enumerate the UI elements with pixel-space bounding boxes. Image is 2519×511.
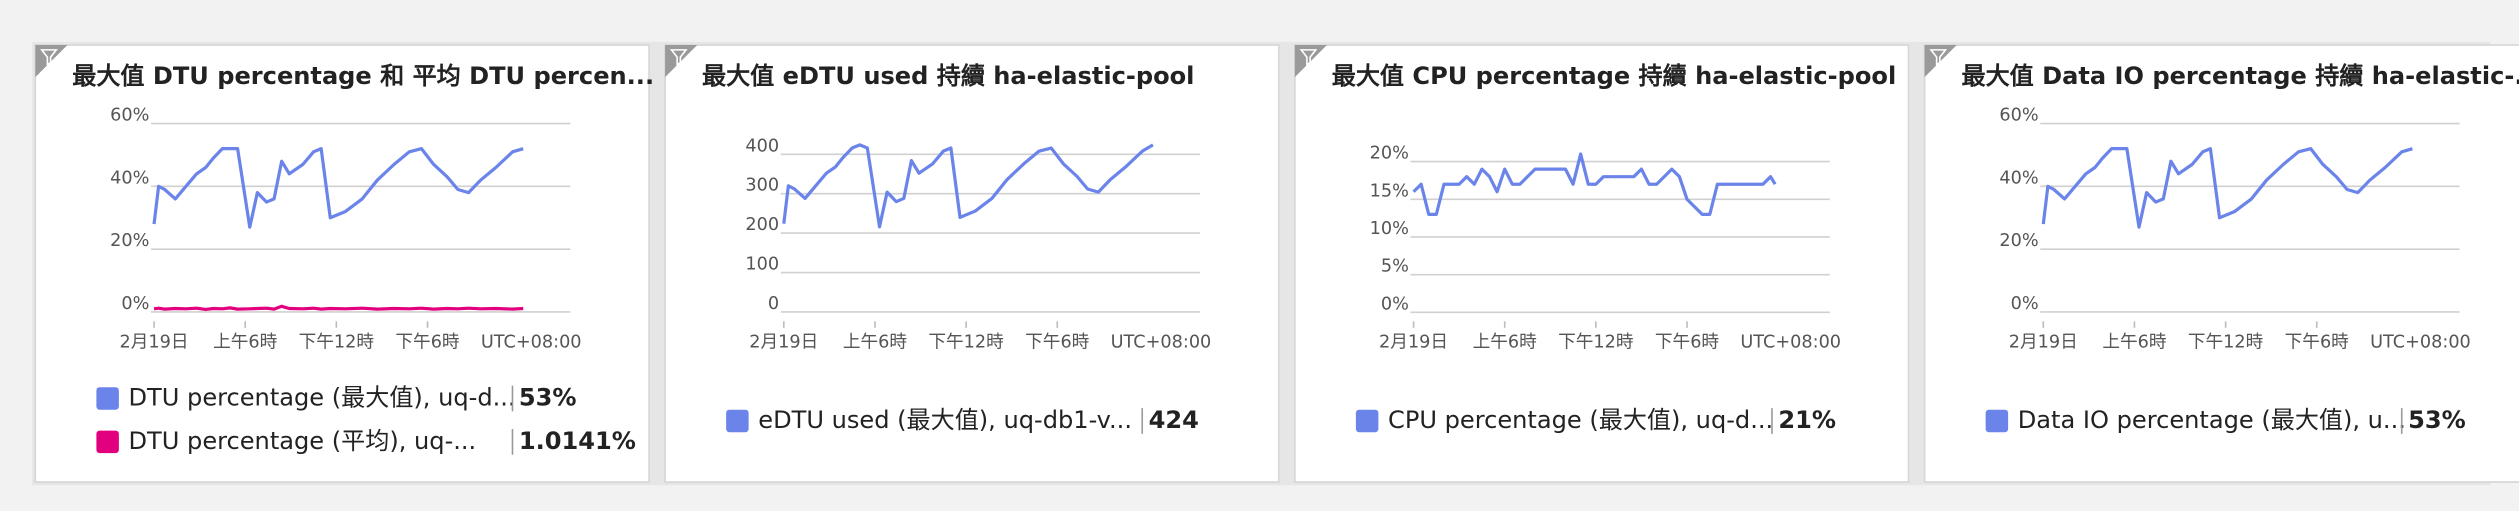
y-tick-label: 0 bbox=[768, 294, 779, 314]
x-tick-label: 2月19日 bbox=[749, 332, 818, 352]
y-tick-label: 300 bbox=[745, 176, 779, 196]
line-series bbox=[152, 147, 524, 229]
x-tick-label: 2月19日 bbox=[120, 332, 189, 352]
chart-panel: 最大值 eDTU used 持續 ha-elastic-pool 0 100 200 3… bbox=[664, 44, 1280, 483]
legend-swatch bbox=[1985, 409, 2009, 433]
x-tick-label: 上午6時 bbox=[1473, 331, 1538, 352]
x-tick-label: 下午6時 bbox=[1655, 331, 1720, 352]
legend-label: DTU percentage (最大值), uq-d... bbox=[129, 383, 516, 411]
legend-label: Data IO percentage (最大值), u... bbox=[2018, 406, 2406, 434]
timezone-label: UTC+08:00 bbox=[2370, 332, 2471, 352]
y-tick-label: 400 bbox=[745, 136, 779, 156]
x-tick-label: 2月19日 bbox=[2009, 332, 2078, 352]
timezone-label: UTC+08:00 bbox=[1111, 332, 1212, 352]
x-tick-label: 下午12時 bbox=[1558, 331, 1634, 352]
x-tick-label: 下午12時 bbox=[2188, 331, 2264, 352]
chart-title: 最大值 Data IO percentage 持續 ha-elastic-... bbox=[1962, 62, 2519, 90]
panel-background bbox=[34, 44, 650, 483]
y-tick-label: 20% bbox=[110, 231, 149, 251]
chart-panel: 最大值 DTU percentage 和 平均 DTU percen... 0% 2… bbox=[34, 44, 654, 483]
legend-label: DTU percentage (平均), uq-... bbox=[129, 427, 477, 455]
timezone-label: UTC+08:00 bbox=[1740, 332, 1841, 352]
filter-icon bbox=[40, 49, 58, 66]
chart-title: 最大值 CPU percentage 持續 ha-elastic-pool bbox=[1332, 62, 1896, 90]
y-tick-label: 0% bbox=[1381, 294, 1409, 314]
y-tick-label: 60% bbox=[1999, 106, 2038, 126]
chart-title: 最大值 DTU percentage 和 平均 DTU percen... bbox=[72, 62, 654, 90]
panel-background bbox=[1294, 44, 1910, 483]
x-tick-label: 下午6時 bbox=[395, 331, 460, 352]
panel-background bbox=[1923, 44, 2519, 483]
y-tick-label: 5% bbox=[1381, 257, 1409, 277]
x-tick-label: 下午12時 bbox=[299, 331, 375, 352]
x-tick-label: 2月19日 bbox=[1379, 332, 1448, 352]
legend-label: eDTU used (最大值), uq-db1-v... bbox=[758, 406, 1132, 434]
legend-swatch bbox=[96, 430, 119, 454]
x-tick-label: 上午6時 bbox=[843, 331, 908, 352]
y-tick-label: 0% bbox=[121, 294, 149, 314]
filter-icon bbox=[1299, 49, 1318, 66]
y-tick-label: 20% bbox=[1999, 231, 2038, 251]
legend-swatch bbox=[96, 387, 119, 410]
x-tick-label: 上午6時 bbox=[213, 331, 278, 352]
line-series bbox=[782, 143, 1154, 229]
y-tick-label: 200 bbox=[745, 215, 779, 235]
y-tick-label: 20% bbox=[1370, 144, 1409, 164]
x-tick-label: 下午12時 bbox=[928, 331, 1004, 352]
y-tick-label: 10% bbox=[1370, 219, 1409, 239]
y-tick-label: 40% bbox=[1999, 168, 2038, 188]
x-tick-label: 上午6時 bbox=[2102, 331, 2167, 352]
legend-value: 1.0141% bbox=[519, 427, 636, 455]
legend-label: CPU percentage (最大值), uq-d... bbox=[1388, 406, 1773, 434]
y-tick-label: 15% bbox=[1370, 181, 1409, 201]
y-tick-label: 40% bbox=[110, 168, 149, 188]
timezone-label: UTC+08:00 bbox=[481, 332, 582, 352]
y-tick-label: 100 bbox=[745, 254, 779, 274]
filter-icon bbox=[669, 49, 688, 66]
chart-title: 最大值 eDTU used 持續 ha-elastic-pool bbox=[702, 62, 1194, 90]
line-series bbox=[153, 304, 524, 312]
legend-value: 424 bbox=[1149, 406, 1199, 434]
line-series bbox=[1412, 152, 1777, 216]
legend-value: 21% bbox=[1778, 406, 1836, 434]
y-tick-label: 60% bbox=[110, 106, 149, 126]
x-tick-label: 下午6時 bbox=[2285, 331, 2350, 352]
legend-swatch bbox=[1355, 409, 1379, 433]
legend-value: 53% bbox=[2408, 406, 2466, 434]
x-tick-label: 下午6時 bbox=[1025, 331, 1090, 352]
filter-icon bbox=[1929, 49, 1948, 66]
line-series bbox=[2041, 147, 2413, 229]
legend-swatch bbox=[726, 409, 749, 433]
chart-panel: 最大值 Data IO percentage 持續 ha-elastic-...… bbox=[1923, 44, 2519, 483]
legend-value: 53% bbox=[519, 383, 577, 411]
y-tick-label: 0% bbox=[2011, 294, 2039, 314]
panel-background bbox=[664, 44, 1280, 483]
chart-panel: 最大值 CPU percentage 持續 ha-elastic-pool 0% 5… bbox=[1294, 44, 1910, 483]
